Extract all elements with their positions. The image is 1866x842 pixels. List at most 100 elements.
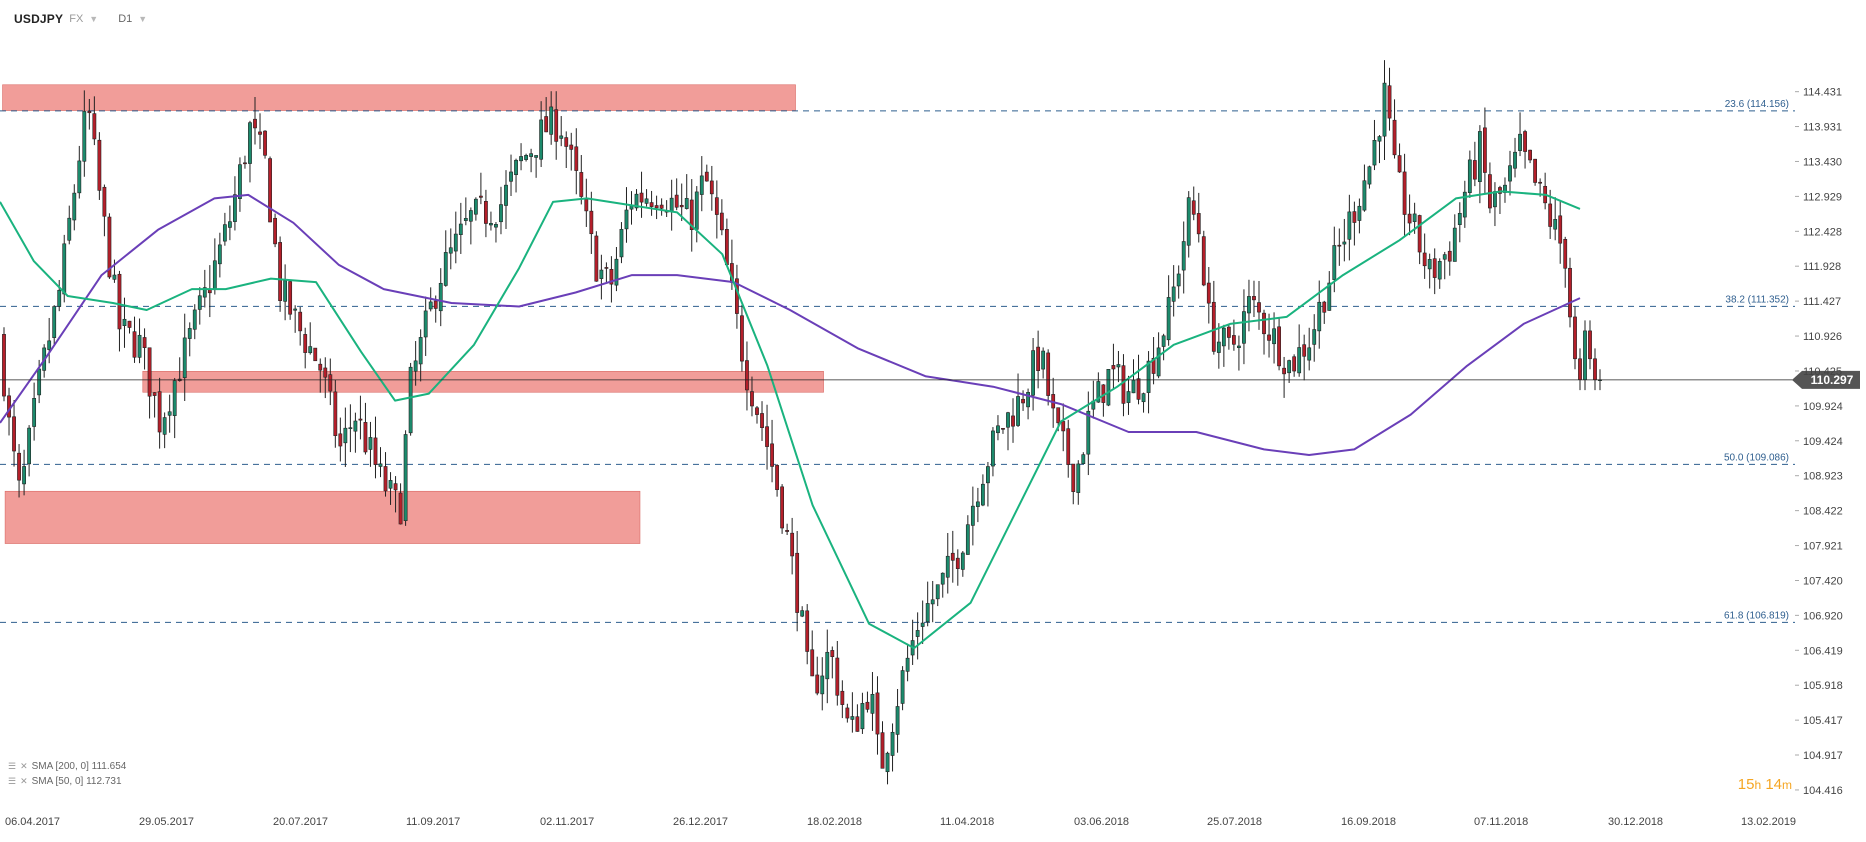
candle-bear bbox=[1061, 421, 1066, 432]
candle-bull bbox=[1312, 329, 1317, 345]
candle-bear bbox=[554, 109, 559, 142]
y-tick-label: 110.926 bbox=[1803, 331, 1842, 343]
candle-bull bbox=[965, 524, 970, 555]
candle-bear bbox=[609, 269, 614, 285]
close-icon[interactable]: ✕ bbox=[20, 776, 28, 786]
candle-bear bbox=[880, 732, 885, 769]
candle-bear bbox=[107, 216, 112, 278]
y-tick-label: 104.416 bbox=[1803, 785, 1843, 797]
candle-bear bbox=[659, 204, 664, 209]
candle-bear bbox=[1252, 296, 1256, 301]
timeframe-dropdown-chevron-icon[interactable]: ▼ bbox=[138, 14, 148, 24]
legend-sma200[interactable]: ☰ ✕ SMA [200, 0] 111.654 bbox=[8, 759, 126, 774]
candle-bull bbox=[970, 505, 975, 526]
candle-bear bbox=[358, 418, 363, 421]
candle-bull bbox=[1332, 245, 1337, 280]
candle-bear bbox=[1392, 119, 1397, 156]
candle-bear bbox=[263, 130, 267, 156]
close-icon[interactable]: ✕ bbox=[20, 761, 28, 771]
candle-bull bbox=[1347, 211, 1352, 240]
candle-bear bbox=[1483, 127, 1487, 173]
candle-bull bbox=[1141, 393, 1146, 403]
candle-bull bbox=[388, 480, 393, 489]
candlesticks bbox=[2, 60, 1602, 785]
menu-icon[interactable]: ☰ bbox=[8, 761, 17, 771]
x-tick-label: 13.02.2019 bbox=[1741, 816, 1796, 828]
candle-bull bbox=[1106, 369, 1111, 406]
candle-bull bbox=[694, 191, 699, 230]
candle-bear bbox=[2, 334, 6, 397]
candle-bull bbox=[413, 360, 418, 372]
candle-bear bbox=[1121, 365, 1126, 404]
candle-bull bbox=[885, 752, 890, 773]
candle-bear bbox=[1533, 158, 1538, 183]
candle-bull bbox=[238, 164, 242, 199]
candle-bull bbox=[47, 340, 52, 350]
candle-bull bbox=[1357, 205, 1362, 221]
candle-bull bbox=[980, 483, 985, 506]
candle-bull bbox=[167, 411, 172, 416]
candle-bear bbox=[1001, 428, 1005, 430]
candle-bear bbox=[1573, 316, 1577, 360]
candle-bear bbox=[760, 413, 764, 428]
y-tick-label: 110.425 bbox=[1803, 366, 1842, 378]
candle-bull bbox=[534, 155, 539, 158]
candle-bull bbox=[870, 693, 875, 714]
candle-bull bbox=[1242, 311, 1246, 344]
candle-bear bbox=[1292, 356, 1297, 372]
candle-bear bbox=[1538, 181, 1543, 184]
candle-bull bbox=[684, 198, 689, 209]
y-tick-label: 114.431 bbox=[1803, 87, 1842, 99]
candle-bull bbox=[1342, 241, 1347, 245]
candle-bear bbox=[740, 315, 744, 362]
candle-bear bbox=[1588, 330, 1592, 360]
candle-bull bbox=[423, 310, 428, 338]
market-label[interactable]: FX bbox=[69, 13, 84, 25]
candle-bear bbox=[750, 391, 754, 407]
timeframe-label[interactable]: D1 bbox=[118, 13, 133, 25]
candle-bear bbox=[1206, 282, 1211, 304]
candle-bear bbox=[147, 347, 152, 397]
candle-bull bbox=[27, 427, 32, 465]
candle-bear bbox=[87, 110, 92, 114]
candle-bull bbox=[378, 463, 383, 467]
candle-bull bbox=[448, 247, 453, 254]
market-dropdown-chevron-icon[interactable]: ▼ bbox=[89, 14, 99, 24]
indicator-legend: ☰ ✕ SMA [200, 0] 111.654 ☰ ✕ SMA [50, 0]… bbox=[8, 759, 126, 789]
legend-sma50[interactable]: ☰ ✕ SMA [50, 0] 112.731 bbox=[8, 774, 126, 789]
candle-bull bbox=[197, 295, 202, 310]
current-price-tag bbox=[1792, 370, 1860, 389]
candle-bull bbox=[1452, 227, 1457, 262]
candle-bear bbox=[755, 407, 759, 415]
candle-bull bbox=[619, 229, 624, 258]
candle-bear bbox=[579, 172, 584, 197]
candle-bear bbox=[258, 131, 262, 135]
candle-bear bbox=[1071, 463, 1076, 492]
candle-bull bbox=[228, 221, 232, 228]
candle-bear bbox=[810, 649, 815, 677]
candle-bull bbox=[1247, 296, 1251, 314]
candle-bear bbox=[132, 331, 137, 358]
fibonacci-levels: 23.6 (114.156) 38.2 (111.352) 50.0 (109.08… bbox=[0, 99, 1795, 623]
candle-bull bbox=[52, 306, 57, 338]
x-tick-label: 03.06.2018 bbox=[1074, 816, 1129, 828]
candle-bear bbox=[1211, 301, 1216, 352]
zone-rect bbox=[2, 84, 796, 111]
candle-bull bbox=[991, 430, 995, 467]
candle-bear bbox=[1232, 335, 1236, 345]
menu-icon[interactable]: ☰ bbox=[8, 776, 17, 786]
candle-bull bbox=[960, 552, 965, 570]
candle-bull bbox=[1116, 364, 1121, 368]
candle-bull bbox=[283, 280, 288, 302]
candle-bear bbox=[639, 192, 644, 203]
symbol-label[interactable]: USDJPY bbox=[14, 12, 64, 26]
candle-bear bbox=[383, 466, 388, 492]
candle-bear bbox=[830, 650, 835, 657]
candle-bear bbox=[845, 707, 850, 719]
candle-bear bbox=[1337, 244, 1342, 247]
candle-bear bbox=[955, 557, 960, 569]
y-axis: 114.431 113.931 113.430 112.929 112.428 111.9… bbox=[1795, 87, 1843, 797]
candle-bull bbox=[1081, 454, 1086, 465]
x-tick-label: 25.07.2018 bbox=[1207, 816, 1262, 828]
